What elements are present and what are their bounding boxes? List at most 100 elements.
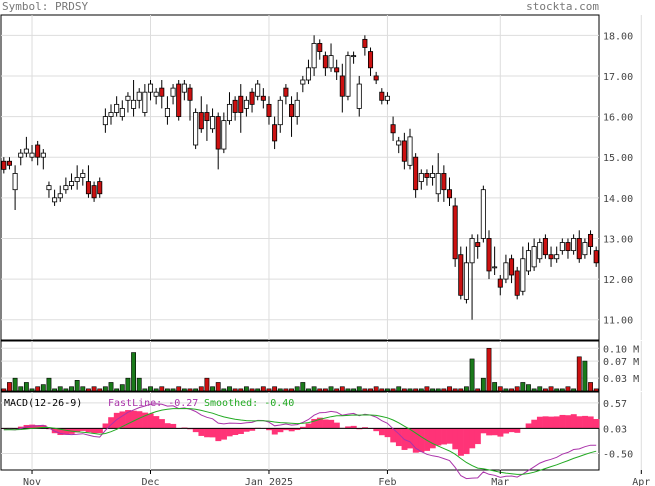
macd-hist-bar bbox=[582, 415, 589, 429]
candle bbox=[119, 100, 125, 121]
candle-body bbox=[401, 140, 407, 162]
candle-body bbox=[289, 103, 295, 117]
candle bbox=[396, 136, 402, 154]
candle-body bbox=[193, 112, 199, 146]
candle-body bbox=[1, 160, 7, 170]
candle bbox=[384, 92, 390, 105]
candle-body bbox=[277, 99, 283, 126]
macd-hist-bar bbox=[74, 428, 81, 433]
candle bbox=[559, 238, 565, 255]
volume-bar bbox=[300, 382, 306, 392]
volume-bar bbox=[176, 386, 182, 392]
candle bbox=[390, 116, 396, 141]
volume-bar bbox=[23, 382, 29, 392]
volume-bar bbox=[108, 382, 114, 392]
macd-hist-bar bbox=[153, 416, 160, 429]
candle bbox=[266, 96, 272, 125]
volume-bar bbox=[136, 377, 142, 392]
candle-body bbox=[80, 173, 86, 178]
macd-hist-bar bbox=[221, 428, 227, 440]
panel-frame bbox=[0, 391, 600, 471]
candle bbox=[463, 246, 469, 304]
candle-body bbox=[114, 103, 120, 113]
candle bbox=[424, 169, 430, 186]
x-tick-label: Feb bbox=[378, 477, 396, 486]
symbol-label: Symbol: PRDSY bbox=[2, 0, 89, 13]
x-tick-label: Dec bbox=[141, 477, 159, 486]
candle-body bbox=[226, 103, 233, 122]
candle-body bbox=[283, 87, 289, 97]
candle-body bbox=[29, 152, 35, 158]
macd-hist-bar bbox=[441, 428, 447, 445]
macd-hist-bar bbox=[215, 428, 222, 442]
candle-body bbox=[356, 83, 362, 109]
candle bbox=[311, 35, 317, 76]
candle bbox=[255, 80, 261, 101]
macd-hist-bar bbox=[158, 419, 165, 429]
macd-hist-bar bbox=[548, 416, 555, 429]
candle-body bbox=[582, 242, 588, 256]
candle-body bbox=[97, 181, 103, 195]
candle-body bbox=[576, 238, 582, 260]
macd-hist-bar bbox=[424, 428, 431, 451]
candle bbox=[176, 80, 182, 121]
macd-hist-bar bbox=[446, 428, 453, 444]
volume-bar bbox=[255, 388, 261, 392]
candle bbox=[339, 63, 345, 113]
candle bbox=[497, 275, 503, 296]
volume-bar bbox=[492, 382, 498, 392]
candle bbox=[322, 51, 328, 76]
macd-hist-bar bbox=[491, 428, 498, 436]
macd-hist-bar bbox=[266, 428, 273, 431]
macd-hist-bar bbox=[469, 428, 476, 449]
candle bbox=[23, 136, 29, 158]
volume-bar bbox=[153, 388, 159, 392]
volume-bar bbox=[170, 388, 176, 392]
candle-body bbox=[463, 262, 469, 300]
volume-bar bbox=[588, 382, 593, 392]
macd-hist-bar bbox=[130, 410, 137, 429]
candle-body bbox=[458, 254, 464, 296]
macd-hist-bar bbox=[142, 412, 148, 429]
candle bbox=[18, 149, 24, 166]
macd-hist-bar bbox=[277, 428, 284, 433]
volume-bar bbox=[520, 382, 526, 392]
candle bbox=[102, 108, 108, 133]
candle bbox=[131, 80, 137, 117]
macd-hist-bar bbox=[147, 413, 154, 429]
volume-bar bbox=[187, 388, 193, 392]
site-label[interactable]: stockta.com bbox=[526, 0, 599, 13]
macd-hist-bar bbox=[322, 419, 329, 429]
candle-body bbox=[542, 238, 548, 256]
price-tick-label: 15.00 bbox=[603, 153, 633, 164]
macd-smoothed-legend: Smoothed: -0.40 bbox=[204, 398, 294, 409]
macd-hist-bar bbox=[373, 428, 380, 432]
volume-bar bbox=[565, 386, 571, 392]
candle-body bbox=[311, 43, 317, 69]
macd-hist-bar bbox=[508, 428, 515, 433]
candle bbox=[413, 153, 419, 198]
macd-hist-bar bbox=[63, 428, 69, 435]
volume-bar bbox=[289, 388, 294, 392]
candle-body bbox=[272, 124, 278, 142]
candle-body bbox=[339, 75, 345, 97]
volume-bar bbox=[593, 388, 599, 392]
candle bbox=[210, 108, 216, 133]
candle-body bbox=[159, 87, 165, 97]
candle-body bbox=[210, 116, 216, 130]
macd-hist-bar bbox=[553, 416, 560, 429]
macd-hist-bar bbox=[565, 415, 572, 429]
volume-bar bbox=[385, 388, 390, 392]
price-candles bbox=[1, 35, 599, 320]
macd-hist-bar bbox=[34, 425, 41, 429]
volume-bar bbox=[294, 386, 300, 392]
price-tick-label: 12.00 bbox=[603, 275, 633, 286]
candle-body bbox=[514, 270, 520, 296]
volume-bar bbox=[238, 388, 244, 392]
candle-body bbox=[260, 95, 266, 101]
candle-body bbox=[328, 55, 334, 69]
volume-bar bbox=[452, 388, 458, 392]
macd-hist-bar bbox=[91, 428, 98, 434]
candle bbox=[181, 80, 187, 101]
